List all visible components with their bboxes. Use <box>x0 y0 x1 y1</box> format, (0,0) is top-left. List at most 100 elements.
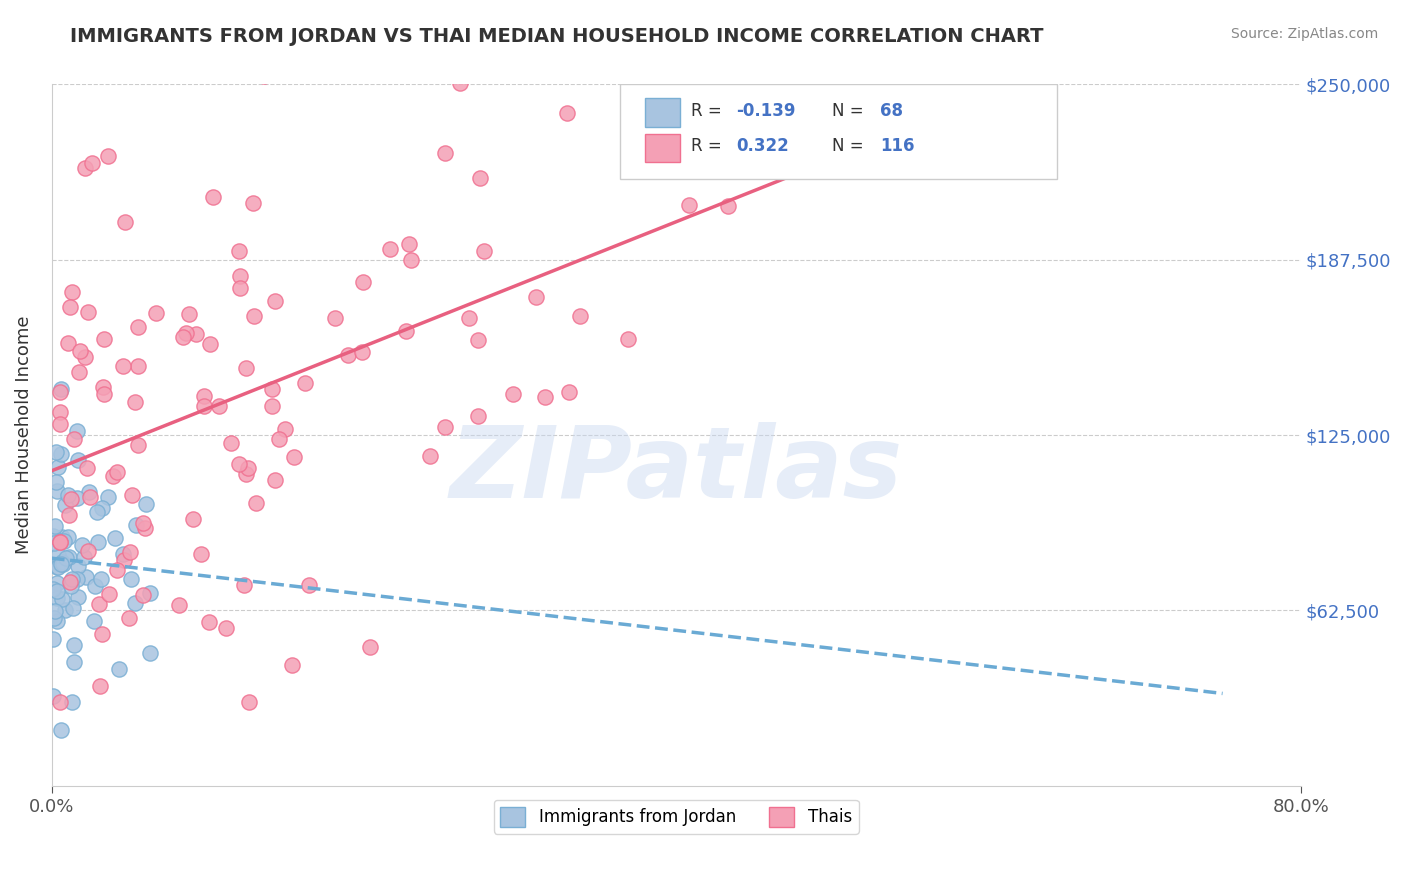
Immigrants from Jordan <box>91 501 114 516</box>
Thais <box>457 310 479 325</box>
Thais <box>399 252 422 267</box>
Immigrants from Jordan <box>77 484 100 499</box>
Thais <box>904 35 927 49</box>
Thais <box>337 348 360 362</box>
Thais <box>352 345 374 359</box>
Immigrants from Jordan <box>42 611 65 625</box>
Immigrants from Jordan <box>56 530 79 544</box>
Immigrants from Jordan <box>53 534 76 549</box>
Text: 0.322: 0.322 <box>737 137 789 155</box>
Thais <box>79 490 101 504</box>
Thais <box>661 133 683 147</box>
Thais <box>245 496 267 510</box>
Thais <box>678 198 700 212</box>
Immigrants from Jordan <box>46 549 69 563</box>
Immigrants from Jordan <box>135 497 157 511</box>
Thais <box>264 294 287 309</box>
Thais <box>59 301 82 315</box>
Immigrants from Jordan <box>46 484 69 499</box>
Thais <box>124 394 146 409</box>
Thais <box>193 399 215 413</box>
Thais <box>395 325 418 339</box>
Thais <box>58 508 80 522</box>
Immigrants from Jordan <box>66 590 89 604</box>
Immigrants from Jordan <box>112 548 135 562</box>
Thais <box>717 199 740 213</box>
Thais <box>69 365 91 379</box>
Immigrants from Jordan <box>72 538 94 552</box>
Immigrants from Jordan <box>66 491 89 505</box>
Thais <box>98 587 121 601</box>
Thais <box>555 105 578 120</box>
Immigrants from Jordan <box>67 558 90 573</box>
Thais <box>229 268 252 283</box>
Immigrants from Jordan <box>48 459 70 474</box>
Thais <box>238 695 260 709</box>
Immigrants from Jordan <box>108 662 131 676</box>
Thais <box>323 311 346 326</box>
Immigrants from Jordan <box>51 555 73 569</box>
Thais <box>243 309 266 323</box>
Thais <box>127 359 149 374</box>
Thais <box>145 306 167 320</box>
Thais <box>263 473 285 487</box>
Immigrants from Jordan <box>87 534 110 549</box>
Thais <box>181 512 204 526</box>
Immigrants from Jordan <box>42 531 65 545</box>
Thais <box>283 450 305 464</box>
Immigrants from Jordan <box>90 572 112 586</box>
Thais <box>60 285 83 300</box>
Thais <box>235 361 257 376</box>
Immigrants from Jordan <box>124 596 146 610</box>
Thais <box>89 597 111 611</box>
Thais <box>59 574 82 589</box>
Thais <box>59 491 82 506</box>
Immigrants from Jordan <box>139 586 162 600</box>
Thais <box>499 35 522 49</box>
Thais <box>174 326 197 340</box>
Thais <box>470 171 492 186</box>
Immigrants from Jordan <box>73 549 96 564</box>
Immigrants from Jordan <box>49 534 72 549</box>
Thais <box>569 310 592 324</box>
Immigrants from Jordan <box>86 505 108 519</box>
Immigrants from Jordan <box>51 447 73 461</box>
Immigrants from Jordan <box>97 490 120 504</box>
Thais <box>233 578 256 592</box>
Thais <box>198 336 221 351</box>
Thais <box>198 615 221 629</box>
Immigrants from Jordan <box>53 498 76 512</box>
Thais <box>281 657 304 672</box>
Immigrants from Jordan <box>83 614 105 628</box>
Immigrants from Jordan <box>42 582 65 596</box>
Text: IMMIGRANTS FROM JORDAN VS THAI MEDIAN HOUSEHOLD INCOME CORRELATION CHART: IMMIGRANTS FROM JORDAN VS THAI MEDIAN HO… <box>70 27 1043 45</box>
Thais <box>262 399 284 413</box>
Thais <box>467 333 489 347</box>
Immigrants from Jordan <box>51 723 73 737</box>
Immigrants from Jordan <box>51 592 73 607</box>
Immigrants from Jordan <box>58 549 80 564</box>
Immigrants from Jordan <box>49 382 72 396</box>
Thais <box>294 376 316 391</box>
Thais <box>215 621 238 635</box>
Immigrants from Jordan <box>42 632 65 646</box>
Immigrants from Jordan <box>104 531 127 545</box>
Thais <box>58 335 80 350</box>
Immigrants from Jordan <box>60 572 83 586</box>
Text: 68: 68 <box>880 102 903 120</box>
Immigrants from Jordan <box>60 695 83 709</box>
Thais <box>48 695 70 709</box>
FancyBboxPatch shape <box>645 134 681 161</box>
Immigrants from Jordan <box>45 475 67 489</box>
Immigrants from Jordan <box>66 424 89 438</box>
Thais <box>398 237 420 252</box>
Thais <box>378 242 401 256</box>
Thais <box>77 544 100 558</box>
Immigrants from Jordan <box>84 578 107 592</box>
Thais <box>449 76 471 90</box>
Thais <box>617 332 640 346</box>
Thais <box>73 350 96 364</box>
Thais <box>48 417 70 432</box>
Thais <box>467 409 489 423</box>
Thais <box>167 598 190 612</box>
